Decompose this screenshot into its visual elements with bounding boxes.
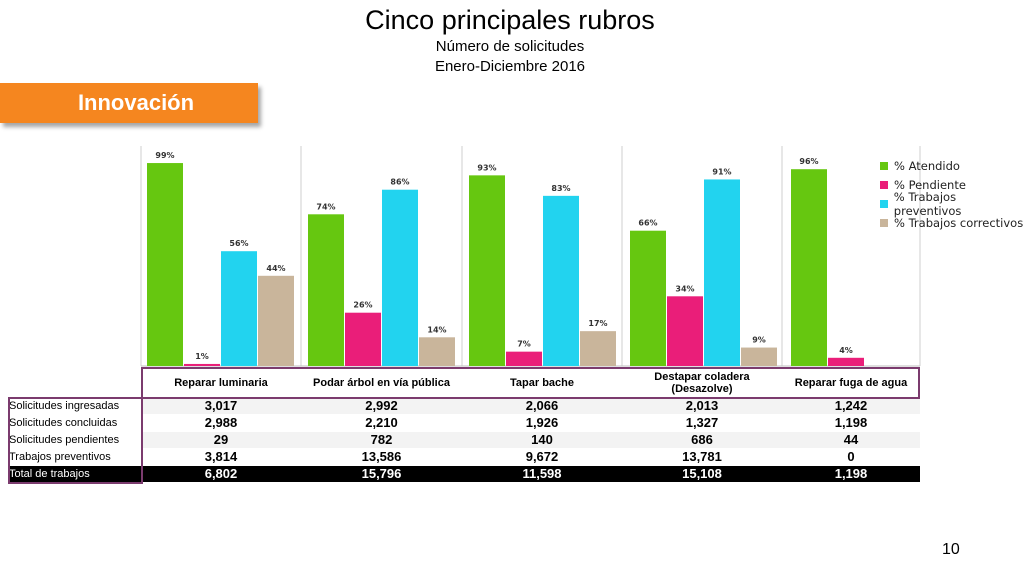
bar — [469, 175, 505, 366]
bar — [184, 363, 220, 366]
legend-label: % Pendiente — [894, 177, 966, 192]
slide-title: Cinco principales rubros — [365, 5, 655, 35]
slide-date-range: Enero-Diciembre 2016 — [434, 58, 586, 75]
table-cell: 140 — [531, 432, 553, 447]
bar — [741, 347, 777, 366]
bar — [419, 337, 455, 366]
legend-item: % Atendido — [880, 156, 1024, 175]
table-cell: 1,926 — [525, 415, 559, 430]
bar-value-label: 14% — [427, 325, 446, 334]
legend-label: % Trabajos correctivos — [894, 215, 1024, 230]
section-banner: Innovación — [0, 83, 258, 123]
legend-item: % Trabajos correctivos — [880, 213, 1024, 232]
table-cell: 15,108 — [622, 466, 782, 482]
bar-value-label: 56% — [229, 239, 248, 248]
row-label: Trabajos preventivos — [9, 451, 111, 463]
bar — [630, 230, 666, 366]
bar — [667, 296, 703, 366]
bar — [506, 351, 542, 366]
bar-value-label: 66% — [638, 219, 657, 228]
slide-subtitle: Número de solicitudes — [435, 38, 585, 55]
table-row — [141, 415, 920, 431]
legend-swatch — [880, 161, 888, 170]
legend-swatch — [880, 199, 888, 208]
bar — [791, 169, 827, 366]
table-cell: 1,242 — [834, 398, 868, 413]
table-cell: 3,814 — [204, 449, 238, 464]
bar — [308, 214, 344, 366]
column-header: Podar árbol en vía pública — [313, 377, 450, 389]
bar — [221, 251, 257, 366]
bar-value-label: 7% — [517, 340, 531, 349]
chart-legend: % Atendido % Pendiente % Trabajos preven… — [880, 156, 1024, 232]
column-header-line: Destapar coladera — [654, 371, 750, 383]
legend-swatch — [880, 180, 888, 189]
legend-label: % Trabajos preventivos — [893, 189, 962, 218]
table-cell: 13,781 — [682, 449, 722, 464]
table-cell: 2,992 — [365, 398, 398, 413]
bar — [828, 357, 864, 366]
table-cell: 0 — [847, 449, 855, 464]
table-cell: 44 — [843, 432, 859, 447]
column-header-line: (Desazolve) — [671, 383, 733, 395]
row-label: Total de trabajos — [9, 466, 141, 482]
bar — [345, 312, 381, 366]
bar-value-label: 9% — [752, 336, 766, 345]
legend-item: % Pendiente — [880, 175, 1024, 194]
table-cell: 782 — [370, 432, 393, 447]
bar-value-label: 17% — [588, 319, 607, 328]
row-label: Solicitudes concluidas — [9, 417, 118, 429]
table-cell: 2,210 — [365, 415, 398, 430]
table-row — [141, 398, 920, 414]
table-cell: 15,796 — [301, 466, 462, 482]
column-header: Reparar fuga de agua — [794, 377, 908, 389]
row-labels-highlight-box — [8, 397, 143, 484]
column-header: Destapar coladera (Desazolve) — [622, 368, 782, 398]
bar — [147, 163, 183, 366]
row-label: Solicitudes ingresadas — [9, 400, 120, 412]
table-row — [141, 449, 920, 465]
row-label: Solicitudes pendientes — [9, 434, 120, 446]
table-cell: 2,988 — [204, 415, 238, 430]
legend-label: % Atendido — [894, 158, 960, 173]
bar-value-label: 96% — [799, 157, 818, 166]
column-header: Tapar bache — [510, 377, 574, 389]
table-cell: 2,066 — [525, 398, 559, 413]
table-cell: 1,198 — [782, 466, 920, 482]
bar-value-label: 91% — [712, 167, 731, 176]
bar-value-label: 74% — [316, 202, 335, 211]
table-cell: 1,327 — [685, 415, 719, 430]
bar-value-label: 1% — [195, 352, 209, 361]
bar — [382, 189, 418, 366]
page-number: 10 — [942, 541, 960, 558]
bar-value-label: 86% — [390, 178, 409, 187]
table-cell: 6,802 — [141, 466, 301, 482]
table-row — [141, 432, 920, 448]
bar-value-label: 26% — [353, 301, 372, 310]
table-cell: 3,017 — [204, 398, 238, 413]
legend-swatch — [880, 218, 888, 227]
table-cell: 1,198 — [834, 415, 868, 430]
table-cell: 13,586 — [361, 449, 402, 464]
bar-value-label: 99% — [155, 151, 174, 160]
table-cell: 9,672 — [525, 449, 559, 464]
bar-value-label: 4% — [839, 346, 853, 355]
bar — [580, 331, 616, 366]
header-highlight-box — [141, 367, 920, 399]
bar — [543, 195, 579, 366]
table-cell: 686 — [691, 432, 713, 447]
bar — [704, 179, 740, 366]
section-banner-label: Innovación — [77, 90, 195, 115]
bar-value-label: 83% — [551, 184, 570, 193]
bar-value-label: 44% — [266, 264, 285, 273]
column-header: Reparar luminaria — [174, 377, 268, 389]
bar-value-label: 34% — [675, 284, 694, 293]
table-cell: 2,013 — [685, 398, 719, 413]
bar — [258, 275, 294, 366]
table-cell: 29 — [213, 432, 229, 447]
legend-item: % Trabajos preventivos — [880, 190, 1024, 218]
bar-value-label: 93% — [477, 163, 496, 172]
table-cell: 11,598 — [462, 466, 622, 482]
